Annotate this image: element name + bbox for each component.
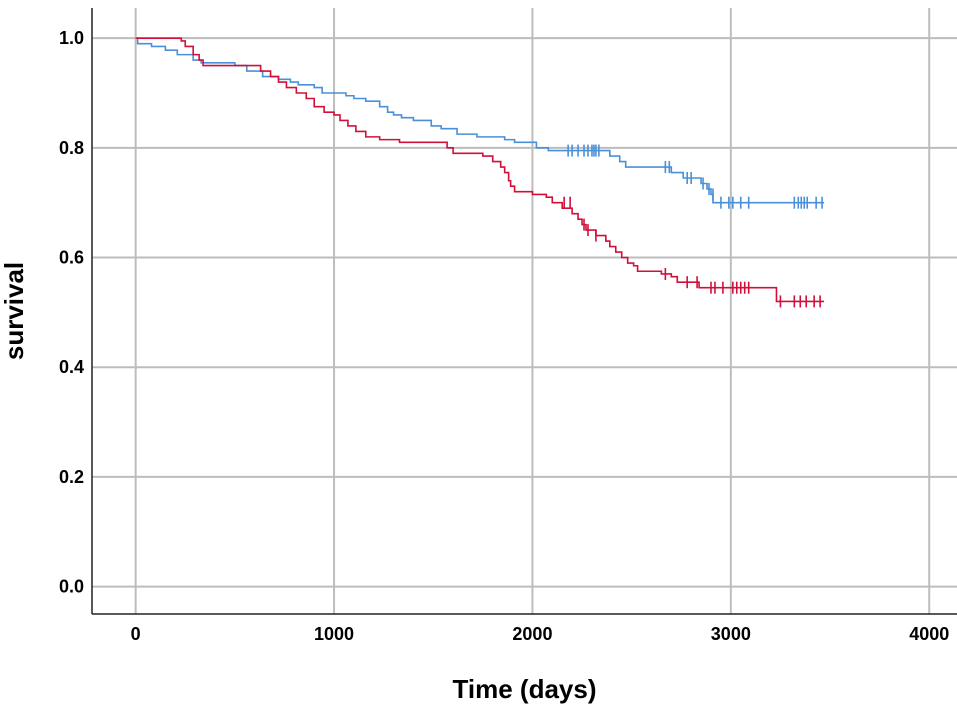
y-tick-label: 0.6 [59, 248, 84, 268]
y-tick-label: 0.4 [59, 357, 84, 377]
grid-lines [92, 8, 957, 614]
x-tick-label: 1000 [314, 624, 354, 644]
x-axis-title: Time (days) [452, 674, 596, 704]
y-tick-label: 0.8 [59, 138, 84, 158]
y-tick-label: 1.0 [59, 28, 84, 48]
x-tick-label: 4000 [909, 624, 949, 644]
y-axis-title: survival [0, 262, 29, 360]
y-tick-label: 0.2 [59, 467, 84, 487]
survival-curve-1 [135, 37, 825, 204]
x-tick-label: 0 [131, 624, 141, 644]
x-tick-label: 2000 [512, 624, 552, 644]
x-tick-label: 3000 [711, 624, 751, 644]
tick-labels: 0 1000 2000 3000 4000 0.0 0.2 0.4 0.6 0.8 1.0 [59, 28, 949, 644]
y-tick-label: 0.0 [59, 577, 84, 597]
survival-curves [135, 37, 825, 308]
survival-curve-2 [135, 37, 825, 303]
axes [91, 8, 957, 615]
